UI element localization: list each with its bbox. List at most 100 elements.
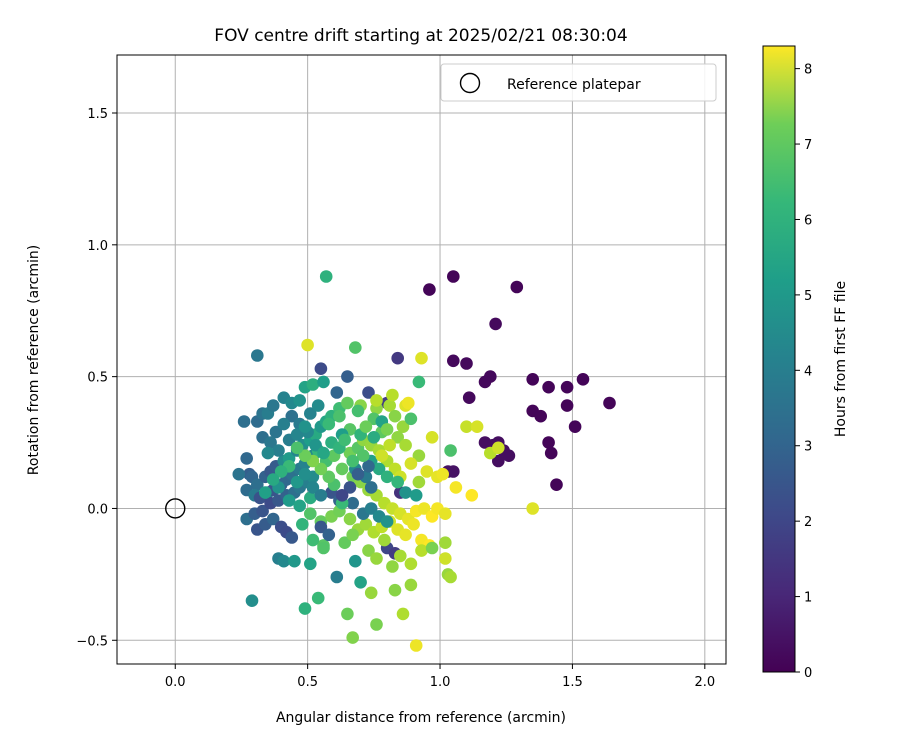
data-point xyxy=(311,399,325,412)
data-point xyxy=(412,449,426,463)
data-point xyxy=(412,375,426,389)
data-point xyxy=(343,481,357,494)
data-point xyxy=(259,486,272,499)
data-point xyxy=(346,528,360,542)
data-point xyxy=(386,388,399,402)
colorbar: 0 1 2 3 4 5 6 7 8 Hours from first FF file xyxy=(762,45,849,681)
data-point xyxy=(534,409,547,423)
data-point xyxy=(322,417,336,431)
y-tick-label: 0.5 xyxy=(87,371,108,386)
data-point xyxy=(333,409,346,423)
data-point xyxy=(298,420,312,434)
data-point xyxy=(425,431,439,444)
data-point xyxy=(288,554,301,568)
data-point xyxy=(439,536,452,549)
data-point xyxy=(314,362,328,376)
data-point xyxy=(380,470,394,484)
data-point xyxy=(409,489,423,502)
data-point xyxy=(378,533,391,547)
data-point xyxy=(311,591,325,605)
data-point xyxy=(526,502,539,515)
data-point xyxy=(391,351,405,365)
data-point xyxy=(492,454,505,468)
data-point xyxy=(370,618,383,631)
data-point xyxy=(256,504,269,518)
x-axis: 0.0 0.5 1.0 1.5 2.0 xyxy=(165,664,715,690)
data-point xyxy=(399,438,412,452)
data-point xyxy=(478,375,492,389)
data-point xyxy=(460,420,473,434)
y-axis-label: Rotation from reference (arcmin) xyxy=(26,245,42,475)
data-point xyxy=(388,583,402,597)
data-point xyxy=(439,552,452,565)
data-point xyxy=(396,420,410,434)
data-point xyxy=(319,270,333,283)
data-point xyxy=(298,449,312,463)
y-tick-label: −0.5 xyxy=(76,634,108,649)
data-point xyxy=(264,436,277,449)
x-tick-label: 0.5 xyxy=(297,675,318,690)
plot-frame xyxy=(116,54,727,665)
data-point xyxy=(335,462,349,476)
reference-platepar-marker xyxy=(165,498,186,519)
data-point xyxy=(449,481,463,494)
chart-title: FOV centre drift starting at 2025/02/21 … xyxy=(214,26,627,46)
data-point xyxy=(359,420,373,434)
data-point xyxy=(296,518,309,531)
data-point xyxy=(380,515,394,528)
data-point xyxy=(301,338,314,352)
data-point xyxy=(492,441,505,455)
data-point xyxy=(423,283,436,296)
data-point xyxy=(415,351,428,365)
data-point xyxy=(282,494,296,507)
data-point xyxy=(269,425,283,439)
data-point xyxy=(266,399,280,412)
data-point xyxy=(444,444,457,457)
data-point xyxy=(542,436,555,449)
data-point xyxy=(362,544,375,557)
data-point xyxy=(285,531,299,544)
data-point xyxy=(364,502,378,515)
colorbar-tick-label: 1 xyxy=(804,591,812,606)
data-point xyxy=(330,570,344,584)
x-tick-label: 0.0 xyxy=(165,675,186,690)
data-point xyxy=(404,412,418,426)
data-point xyxy=(285,409,299,423)
data-point xyxy=(306,481,320,494)
data-point xyxy=(460,357,473,370)
x-tick-label: 1.0 xyxy=(430,675,451,690)
data-point xyxy=(375,449,389,463)
data-point xyxy=(290,441,304,455)
data-point xyxy=(232,467,246,481)
data-point xyxy=(388,409,402,423)
data-point xyxy=(444,570,457,584)
data-point xyxy=(351,404,365,418)
data-point xyxy=(349,554,362,568)
data-point xyxy=(304,407,317,420)
colorbar-tick-label: 4 xyxy=(804,364,812,379)
data-point xyxy=(402,396,415,410)
colorbar-tick-label: 3 xyxy=(804,440,812,455)
data-point xyxy=(237,415,251,428)
data-point xyxy=(550,478,563,492)
data-point xyxy=(341,607,354,621)
data-point xyxy=(277,417,291,431)
data-point xyxy=(356,449,370,463)
data-point xyxy=(298,467,312,481)
data-point xyxy=(293,394,307,407)
data-point xyxy=(404,457,418,470)
data-point xyxy=(391,431,405,444)
data-point xyxy=(317,446,330,460)
data-point xyxy=(338,433,352,447)
data-point xyxy=(576,373,590,386)
data-point xyxy=(364,586,378,600)
data-point xyxy=(277,554,291,568)
data-point xyxy=(306,378,320,391)
data-point xyxy=(489,317,502,331)
data-point xyxy=(436,467,450,481)
data-point xyxy=(417,502,431,515)
data-point xyxy=(364,481,378,494)
data-points xyxy=(232,270,616,652)
data-point xyxy=(290,475,304,489)
data-point xyxy=(399,486,412,499)
